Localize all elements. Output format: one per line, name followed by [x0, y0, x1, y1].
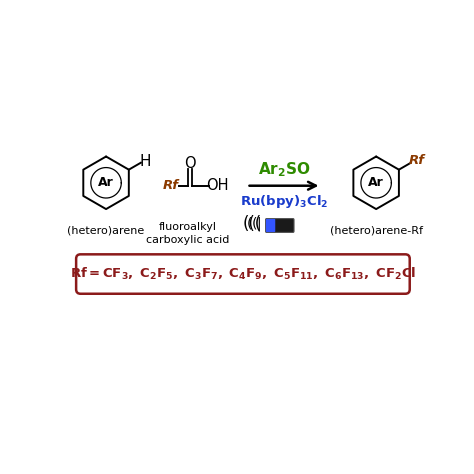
- Text: fluoroalkyl: fluoroalkyl: [159, 222, 217, 232]
- Text: Ar: Ar: [368, 176, 384, 189]
- Text: (hetero)arene-Rf: (hetero)arene-Rf: [329, 225, 423, 235]
- Text: O: O: [184, 155, 196, 171]
- Text: Rf: Rf: [409, 155, 425, 167]
- FancyBboxPatch shape: [76, 255, 410, 294]
- Text: $\mathit{((|}$: $\mathit{((|}$: [246, 215, 262, 233]
- Text: $\mathregular{Rf = CF_3,\ C_2F_5,\ C_3F_7,\ C_4F_9,\ C_5F_{11},\ C_6F_{13},\ CF_: $\mathregular{Rf = CF_3,\ C_2F_5,\ C_3F_…: [70, 266, 416, 282]
- Text: H: H: [139, 155, 151, 170]
- Text: (hetero)arene: (hetero)arene: [67, 225, 145, 235]
- Text: Ar: Ar: [98, 176, 114, 189]
- Text: $\mathregular{Ru(bpy)_3Cl_2}$: $\mathregular{Ru(bpy)_3Cl_2}$: [240, 192, 328, 210]
- Text: $\mathregular{Ar_2SO}$: $\mathregular{Ar_2SO}$: [258, 160, 310, 179]
- Text: Rf: Rf: [163, 179, 179, 192]
- Text: carboxylic acid: carboxylic acid: [146, 236, 230, 246]
- Text: OH: OH: [207, 178, 229, 193]
- Text: (((: (((: [243, 215, 262, 233]
- FancyBboxPatch shape: [266, 219, 275, 232]
- FancyBboxPatch shape: [265, 219, 294, 232]
